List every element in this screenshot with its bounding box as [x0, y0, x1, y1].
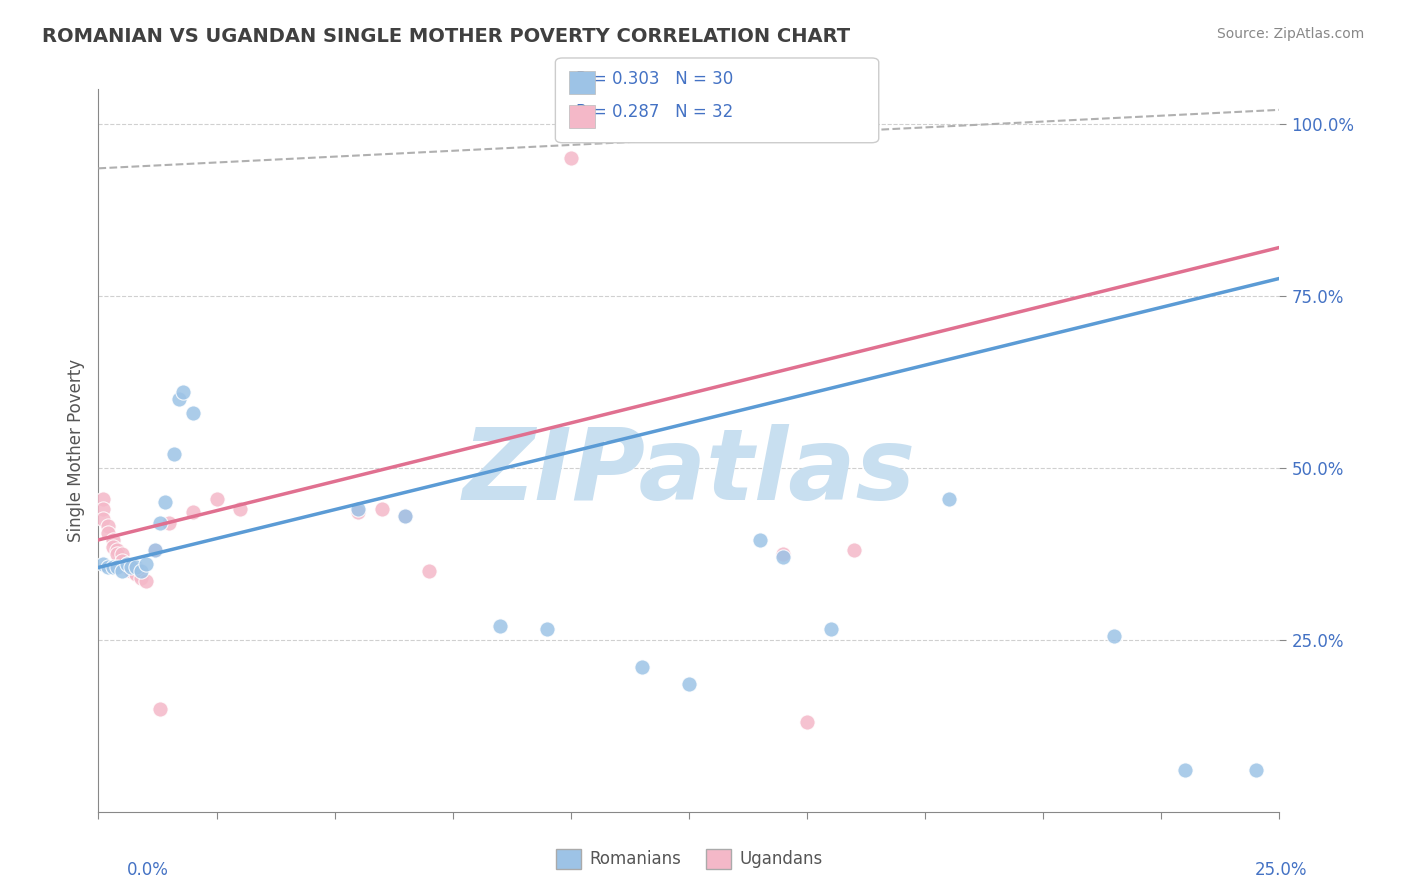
- Point: [772, 547, 794, 561]
- Point: [560, 151, 582, 165]
- Point: [143, 543, 166, 558]
- Point: [101, 540, 124, 554]
- Point: [143, 543, 166, 558]
- Point: [157, 516, 180, 530]
- Point: [115, 560, 138, 574]
- Point: [105, 560, 128, 574]
- Point: [111, 547, 134, 561]
- Point: [149, 516, 172, 530]
- Point: [111, 564, 134, 578]
- Point: [678, 677, 700, 691]
- Point: [125, 560, 148, 574]
- Point: [129, 571, 152, 585]
- Point: [97, 519, 120, 533]
- Point: [181, 505, 204, 519]
- Point: [125, 567, 148, 582]
- Point: [418, 564, 440, 578]
- Point: [347, 502, 370, 516]
- Point: [172, 384, 194, 399]
- Point: [121, 560, 143, 574]
- Text: R = 0.287   N = 32: R = 0.287 N = 32: [576, 103, 734, 121]
- Point: [153, 495, 176, 509]
- Point: [115, 557, 138, 571]
- Point: [121, 560, 143, 574]
- Point: [121, 564, 143, 578]
- Point: [394, 508, 416, 523]
- Point: [1244, 764, 1267, 778]
- Point: [205, 491, 228, 506]
- Point: [91, 557, 114, 571]
- Y-axis label: Single Mother Poverty: Single Mother Poverty: [66, 359, 84, 542]
- Point: [394, 508, 416, 523]
- Point: [97, 560, 120, 574]
- Text: 0.0%: 0.0%: [127, 861, 169, 879]
- Point: [163, 447, 186, 461]
- Point: [938, 491, 960, 506]
- Text: Source: ZipAtlas.com: Source: ZipAtlas.com: [1216, 27, 1364, 41]
- Point: [135, 557, 157, 571]
- Point: [630, 660, 652, 674]
- Point: [347, 505, 370, 519]
- Point: [97, 526, 120, 541]
- Point: [371, 502, 394, 516]
- Point: [820, 623, 842, 637]
- Point: [149, 701, 172, 715]
- Point: [111, 553, 134, 567]
- Point: [101, 533, 124, 547]
- Point: [536, 623, 558, 637]
- Point: [748, 533, 770, 547]
- Point: [135, 574, 157, 589]
- Point: [105, 547, 128, 561]
- Point: [91, 512, 114, 526]
- Point: [105, 543, 128, 558]
- Text: ZIPatlas: ZIPatlas: [463, 424, 915, 521]
- Text: 25.0%: 25.0%: [1256, 861, 1308, 879]
- Point: [181, 406, 204, 420]
- Legend: Romanians, Ugandans: Romanians, Ugandans: [548, 842, 830, 876]
- Point: [91, 491, 114, 506]
- Point: [167, 392, 190, 406]
- Point: [772, 550, 794, 565]
- Point: [489, 619, 512, 633]
- Point: [796, 715, 818, 730]
- Point: [1102, 629, 1125, 643]
- Point: [844, 543, 866, 558]
- Point: [1174, 764, 1197, 778]
- Point: [115, 557, 138, 571]
- Point: [129, 564, 152, 578]
- Point: [91, 502, 114, 516]
- Text: R = 0.303   N = 30: R = 0.303 N = 30: [576, 70, 734, 87]
- Point: [229, 502, 252, 516]
- Text: ROMANIAN VS UGANDAN SINGLE MOTHER POVERTY CORRELATION CHART: ROMANIAN VS UGANDAN SINGLE MOTHER POVERT…: [42, 27, 851, 45]
- Point: [101, 560, 124, 574]
